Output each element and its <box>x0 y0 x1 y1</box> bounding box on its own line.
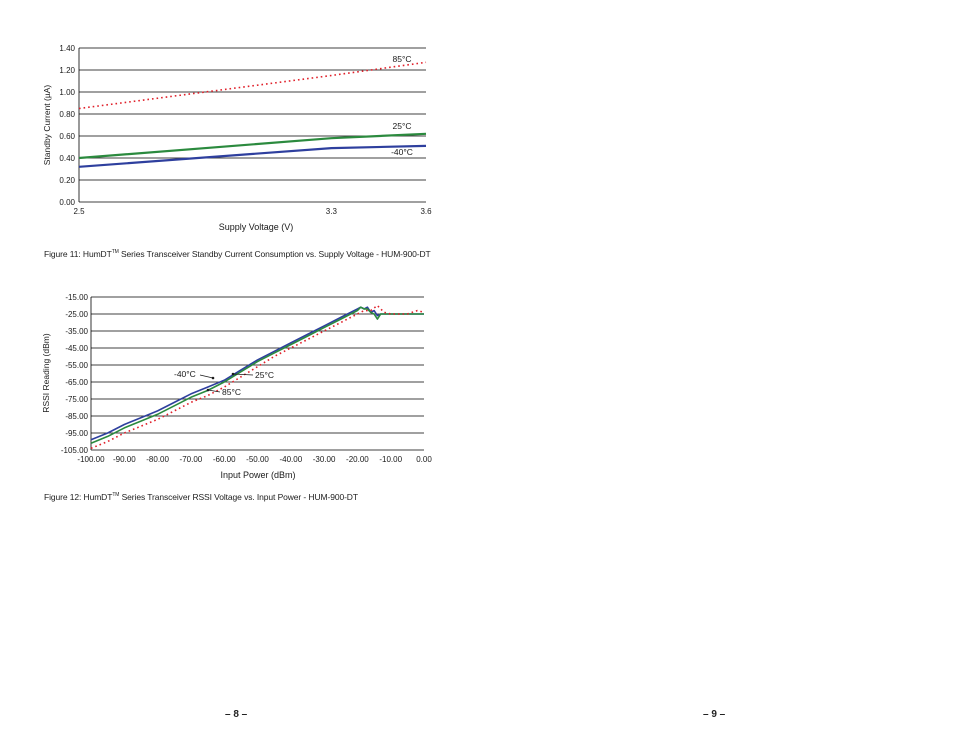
series-label: 25°C <box>393 121 412 131</box>
x-tick-label: -70.00 <box>180 455 203 464</box>
caption-text: Figure 12: HumDT <box>44 492 113 502</box>
y-tick-label: -95.00 <box>65 429 88 438</box>
y-tick-label: -85.00 <box>65 412 88 421</box>
y-axis-label: Standby Current (µA) <box>42 85 52 166</box>
annotation-leader <box>199 374 214 379</box>
y-tick-label: 1.20 <box>59 66 75 75</box>
series-line <box>90 306 424 444</box>
x-tick-label: -40.00 <box>279 455 302 464</box>
y-tick-label: 0.20 <box>59 176 75 185</box>
x-tick-label: 2.5 <box>73 207 85 216</box>
annotation-arrowhead <box>206 388 210 392</box>
y-tick-labels: 0.00 0.20 0.40 0.60 0.80 1.00 1.20 1.40 <box>59 44 75 207</box>
x-tick-label: -90.00 <box>113 455 136 464</box>
rssi-chart: -15.00 -25.00 -35.00 -45.00 -55.00 -65.00 -75.… <box>41 293 432 480</box>
annotation-label: -40°C <box>174 369 196 379</box>
x-tick-label: -60.00 <box>213 455 236 464</box>
series-label: -40°C <box>391 147 413 157</box>
x-tick-label: -30.00 <box>313 455 336 464</box>
x-tick-label: -20.00 <box>346 455 369 464</box>
y-tick-label: -105.00 <box>61 446 89 455</box>
series-line <box>78 132 427 160</box>
series-label: 85°C <box>393 54 412 64</box>
chart-gridlines <box>78 47 426 203</box>
y-tick-label: -25.00 <box>65 310 88 319</box>
caption-text: Series Transceiver Standby Current Consu… <box>118 249 431 259</box>
y-tick-label: -65.00 <box>65 378 88 387</box>
annotation-arrowhead <box>211 376 215 380</box>
figure-11-caption: Figure 11: HumDTTM Series Transceiver St… <box>44 249 431 259</box>
trademark: TM <box>112 492 120 499</box>
y-tick-label: -55.00 <box>65 361 88 370</box>
x-axis-label: Supply Voltage (V) <box>219 222 294 232</box>
chart-gridlines <box>90 296 424 451</box>
y-axis-label: RSSI Reading (dBm) <box>41 333 51 413</box>
x-tick-labels: -100.00 -90.00 -80.00 -70.00 -60.00 -50.00 -40… <box>77 455 432 464</box>
annotation-leader <box>232 373 254 376</box>
y-tick-label: 0.60 <box>59 132 75 141</box>
series-labels: -40°C 25°C 85°C <box>174 369 274 397</box>
y-tick-label: 0.00 <box>59 198 75 207</box>
page-number-right: – 9 – <box>703 709 726 720</box>
y-tick-label: 0.80 <box>59 110 75 119</box>
x-tick-label: 3.3 <box>326 207 338 216</box>
standby-current-chart: 0.00 0.20 0.40 0.60 0.80 1.00 1.20 1.40 2.5 3.3 3… <box>42 44 432 232</box>
x-tick-label: -50.00 <box>246 455 269 464</box>
caption-text: Figure 11: HumDT <box>44 249 112 259</box>
y-tick-label: 1.00 <box>59 88 75 97</box>
series-line <box>78 61 427 110</box>
x-tick-label: -100.00 <box>77 455 105 464</box>
y-tick-label: -45.00 <box>65 344 88 353</box>
series-labels: 85°C 25°C -40°C <box>391 54 413 157</box>
y-tick-label: -35.00 <box>65 327 88 336</box>
x-tick-label: -80.00 <box>146 455 169 464</box>
series-line <box>78 144 427 168</box>
y-tick-label: -15.00 <box>65 293 88 302</box>
x-tick-label: -10.00 <box>379 455 402 464</box>
y-tick-label: 1.40 <box>59 44 75 53</box>
x-axis-label: Input Power (dBm) <box>220 470 295 480</box>
annotation-label: 85°C <box>222 387 241 397</box>
annotation-label: 25°C <box>255 370 274 380</box>
chart-series <box>78 61 427 168</box>
series-line <box>90 306 424 441</box>
annotation-leader <box>207 389 221 393</box>
page-number-left: – 8 – <box>225 709 248 720</box>
y-tick-label: -75.00 <box>65 395 88 404</box>
x-tick-labels: 2.5 3.3 3.6 <box>73 207 432 216</box>
trademark: TM <box>111 249 119 256</box>
caption-text: Series Transceiver RSSI Voltage vs. Inpu… <box>119 492 358 502</box>
y-tick-labels: -15.00 -25.00 -35.00 -45.00 -55.00 -65.00 -75.… <box>61 293 89 455</box>
x-tick-label: 0.00 <box>416 455 432 464</box>
chart-series <box>90 304 425 450</box>
annotation-arrowhead <box>231 372 235 376</box>
y-tick-label: 0.40 <box>59 154 75 163</box>
x-tick-label: 3.6 <box>420 207 432 216</box>
figure-12-caption: Figure 12: HumDTTM Series Transceiver RS… <box>44 492 358 502</box>
